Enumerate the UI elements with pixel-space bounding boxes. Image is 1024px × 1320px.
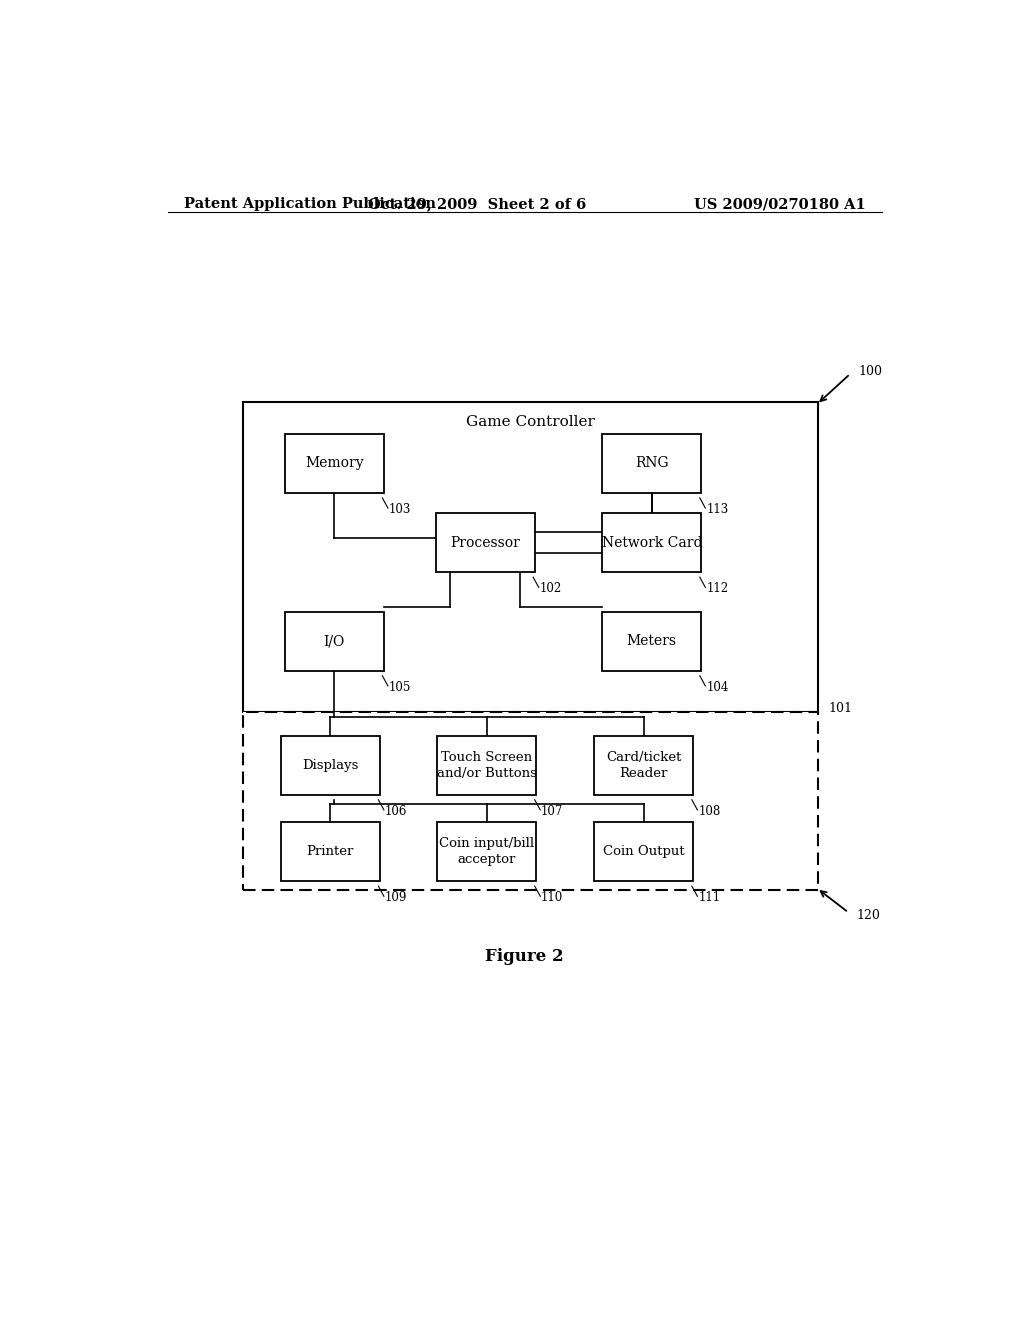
Bar: [435, 513, 535, 572]
Text: 103: 103: [389, 503, 411, 516]
Text: 107: 107: [541, 805, 563, 818]
Text: 110: 110: [541, 891, 563, 904]
Text: 120: 120: [856, 909, 881, 923]
Bar: [594, 735, 693, 795]
Text: 108: 108: [698, 805, 721, 818]
Text: 112: 112: [707, 582, 728, 595]
Text: 100: 100: [858, 366, 882, 379]
Bar: [281, 735, 380, 795]
Text: I/O: I/O: [324, 634, 345, 648]
Bar: [602, 513, 701, 572]
Bar: [602, 434, 701, 492]
Text: Oct. 29, 2009  Sheet 2 of 6: Oct. 29, 2009 Sheet 2 of 6: [368, 197, 587, 211]
Bar: [285, 611, 384, 671]
Text: 109: 109: [385, 891, 408, 904]
Bar: [243, 713, 818, 890]
Text: 104: 104: [707, 681, 728, 694]
Bar: [437, 735, 537, 795]
Text: Figure 2: Figure 2: [485, 948, 564, 965]
Text: 102: 102: [540, 582, 562, 595]
Text: 101: 101: [828, 702, 852, 714]
Text: RNG: RNG: [635, 457, 669, 470]
Bar: [437, 822, 537, 880]
Text: 105: 105: [389, 681, 411, 694]
Bar: [281, 822, 380, 880]
Text: 111: 111: [698, 891, 720, 904]
Text: 106: 106: [385, 805, 408, 818]
Text: Network Card: Network Card: [601, 536, 702, 549]
Text: Processor: Processor: [451, 536, 520, 549]
Text: Coin Output: Coin Output: [603, 845, 685, 858]
Text: 113: 113: [707, 503, 728, 516]
Text: Game Controller: Game Controller: [466, 414, 595, 429]
Text: Memory: Memory: [305, 457, 364, 470]
Text: Touch Screen
and/or Buttons: Touch Screen and/or Buttons: [437, 751, 537, 780]
Text: US 2009/0270180 A1: US 2009/0270180 A1: [694, 197, 866, 211]
Bar: [285, 434, 384, 492]
Text: Printer: Printer: [306, 845, 354, 858]
Text: Coin input/bill
acceptor: Coin input/bill acceptor: [439, 837, 535, 866]
Text: Meters: Meters: [627, 634, 677, 648]
Text: Card/ticket
Reader: Card/ticket Reader: [606, 751, 682, 780]
Bar: [594, 822, 693, 880]
Bar: [602, 611, 701, 671]
Bar: [243, 403, 818, 713]
Text: Displays: Displays: [302, 759, 358, 772]
Text: Patent Application Publication: Patent Application Publication: [183, 197, 435, 211]
